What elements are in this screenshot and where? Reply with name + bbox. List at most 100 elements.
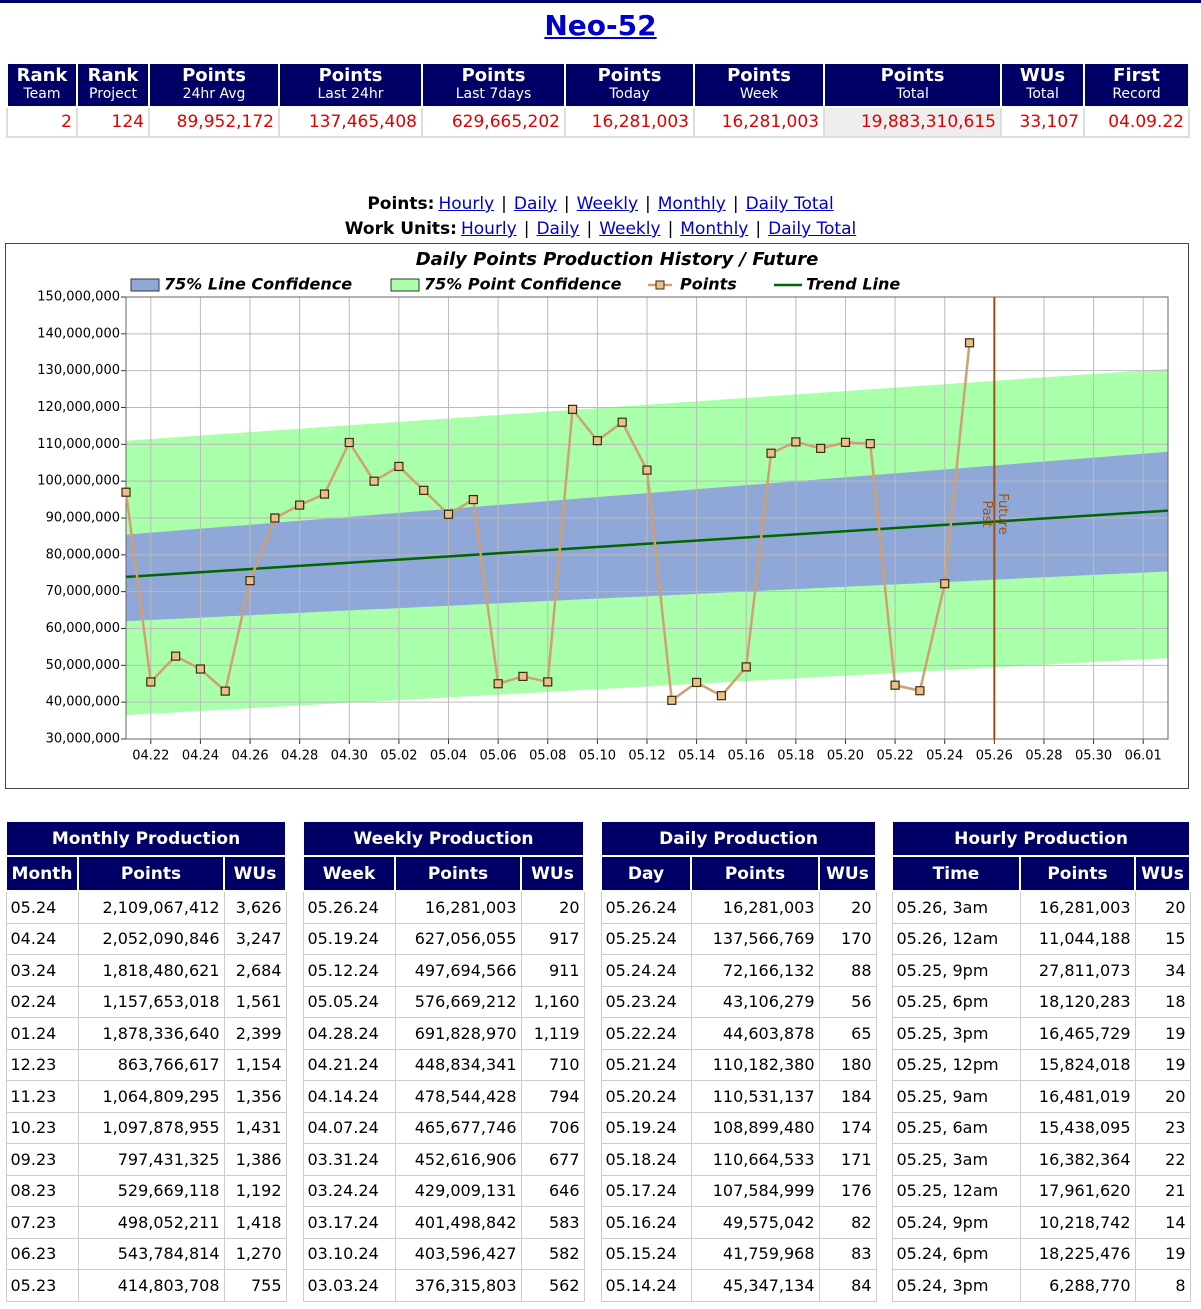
table-cell: 706	[520, 1111, 585, 1144]
table-cell: 49,575,042	[690, 1206, 820, 1239]
point-marker	[716, 691, 727, 701]
table-row: 04.07.24 465,677,746 706	[302, 1111, 585, 1144]
header-row: Week Points WUs	[302, 855, 586, 892]
y-tick-label: 50,000,000	[46, 658, 120, 673]
summary-cell: 89,952,172	[148, 106, 280, 138]
table-cell: 401,498,842	[394, 1206, 522, 1239]
header-sub: Total	[1026, 86, 1059, 102]
table-cell: 1,160	[520, 985, 585, 1018]
title-row: Monthly Production	[5, 820, 287, 857]
table-row: 04.14.24 478,544,428 794	[302, 1080, 585, 1113]
table-cell: 691,828,970	[394, 1017, 522, 1050]
table-cell: 05.18.24	[600, 1143, 692, 1176]
table-row: 02.24 1,157,653,018 1,561	[5, 985, 287, 1018]
column-header: Points Today	[564, 62, 695, 108]
table-row: 05.17.24 107,584,999 176	[600, 1174, 877, 1207]
point-marker	[964, 338, 975, 348]
table-cell: 562	[520, 1269, 585, 1302]
link[interactable]: Monthly	[680, 219, 749, 239]
column-header: Points Total	[823, 62, 1002, 108]
table-row: 05.25, 6am 15,438,095 23	[891, 1111, 1191, 1144]
table-cell: 05.25.24	[600, 922, 692, 955]
link[interactable]: Monthly	[657, 194, 726, 214]
link[interactable]: Hourly	[460, 219, 517, 239]
link[interactable]: Daily Total	[745, 194, 834, 214]
table-cell: 19	[1134, 1048, 1191, 1081]
table-row: 05.24.24 72,166,132 88	[600, 954, 877, 987]
header-sub: Project	[89, 86, 137, 102]
header-sub: Record	[1112, 86, 1161, 102]
column-header: Day	[600, 855, 692, 892]
link[interactable]: Hourly	[438, 194, 495, 214]
table-cell: 497,694,566	[394, 954, 522, 987]
column-header: WUs	[1133, 855, 1192, 892]
link[interactable]: Daily Total	[768, 219, 857, 239]
table-cell: 03.24	[5, 954, 79, 987]
table-cell: 05.24.24	[600, 954, 692, 987]
link[interactable]: Daily	[513, 194, 557, 214]
column-header: Rank Project	[76, 62, 150, 108]
x-tick-label: 05.26	[976, 749, 1013, 764]
table-cell: 137,566,769	[690, 922, 820, 955]
x-tick-label: 05.04	[430, 749, 467, 764]
table-cell: 1,157,653,018	[77, 985, 225, 1018]
table-row: 05.18.24 110,664,533 171	[600, 1143, 877, 1176]
table-cell: 15,438,095	[1019, 1111, 1136, 1144]
column-header: Points 24hr Avg	[148, 62, 280, 108]
point-marker	[394, 461, 404, 472]
separator: |	[586, 219, 593, 239]
x-tick-label: 05.02	[380, 749, 417, 764]
header-main: Points	[597, 65, 662, 86]
point-marker	[195, 664, 206, 674]
header-main: Rank	[16, 65, 68, 86]
table-cell: 529,669,118	[77, 1174, 225, 1207]
summary-cell: 2	[6, 106, 78, 138]
point-marker	[468, 494, 478, 505]
divider-label: Future	[995, 493, 1010, 534]
header-sub: Last 24hr	[317, 86, 384, 102]
table-row: 03.24.24 429,009,131 646	[302, 1174, 585, 1207]
separator: |	[563, 194, 570, 214]
point-marker	[369, 476, 379, 486]
header-main: WUs	[1019, 65, 1066, 86]
x-tick-label: 04.26	[231, 749, 268, 764]
table-row: 05.25, 3pm 16,465,729 19	[891, 1017, 1191, 1050]
table-cell: 498,052,211	[77, 1206, 225, 1239]
separator: |	[501, 194, 507, 214]
table-row: 03.10.24 403,596,427 582	[302, 1237, 585, 1270]
separator: |	[523, 219, 530, 239]
separator: |	[732, 194, 739, 214]
table-cell: 84	[818, 1269, 877, 1302]
table-cell: 1,561	[223, 985, 287, 1018]
table-cell: 05.24, 3pm	[891, 1269, 1021, 1302]
table-cell: 18	[1134, 985, 1191, 1018]
table-cell: 1,356	[223, 1080, 287, 1113]
y-tick-label: 140,000,000	[37, 326, 120, 341]
link[interactable]: Weekly	[576, 194, 639, 214]
page-title[interactable]: Neo-52	[544, 9, 657, 42]
summary-cell: 04.09.22	[1083, 106, 1190, 138]
table-cell: 05.19.24	[600, 1111, 692, 1144]
table-cell: 543,784,814	[77, 1237, 225, 1270]
table-cell: 04.24	[5, 922, 79, 955]
table-row: 06.23 543,784,814 1,270	[5, 1237, 287, 1270]
column-header: Points Last 7days	[421, 62, 566, 108]
column-header: Points	[1019, 855, 1136, 892]
table-cell: 10.23	[5, 1111, 79, 1144]
table-cell: 04.14.24	[302, 1080, 396, 1113]
point-marker	[766, 448, 776, 458]
table-row: 05.20.24 110,531,137 184	[600, 1080, 877, 1113]
table-cell: 15,824,018	[1019, 1048, 1136, 1081]
header-row: Day Points WUs	[600, 855, 877, 892]
table-row: 05.26, 12am 11,044,188 15	[891, 922, 1191, 955]
table-row: 05.12.24 497,694,566 911	[302, 954, 585, 987]
table-cell: 11.23	[5, 1080, 79, 1113]
table-cell: 794	[520, 1080, 585, 1113]
table-cell: 03.03.24	[302, 1269, 396, 1302]
table-cell: 05.14.24	[600, 1269, 692, 1302]
table-cell: 6,288,770	[1019, 1269, 1136, 1302]
link[interactable]: Daily	[536, 219, 580, 239]
table-cell: 110,531,137	[690, 1080, 820, 1113]
link[interactable]: Weekly	[599, 219, 661, 239]
table-row: 03.17.24 401,498,842 583	[302, 1206, 585, 1239]
